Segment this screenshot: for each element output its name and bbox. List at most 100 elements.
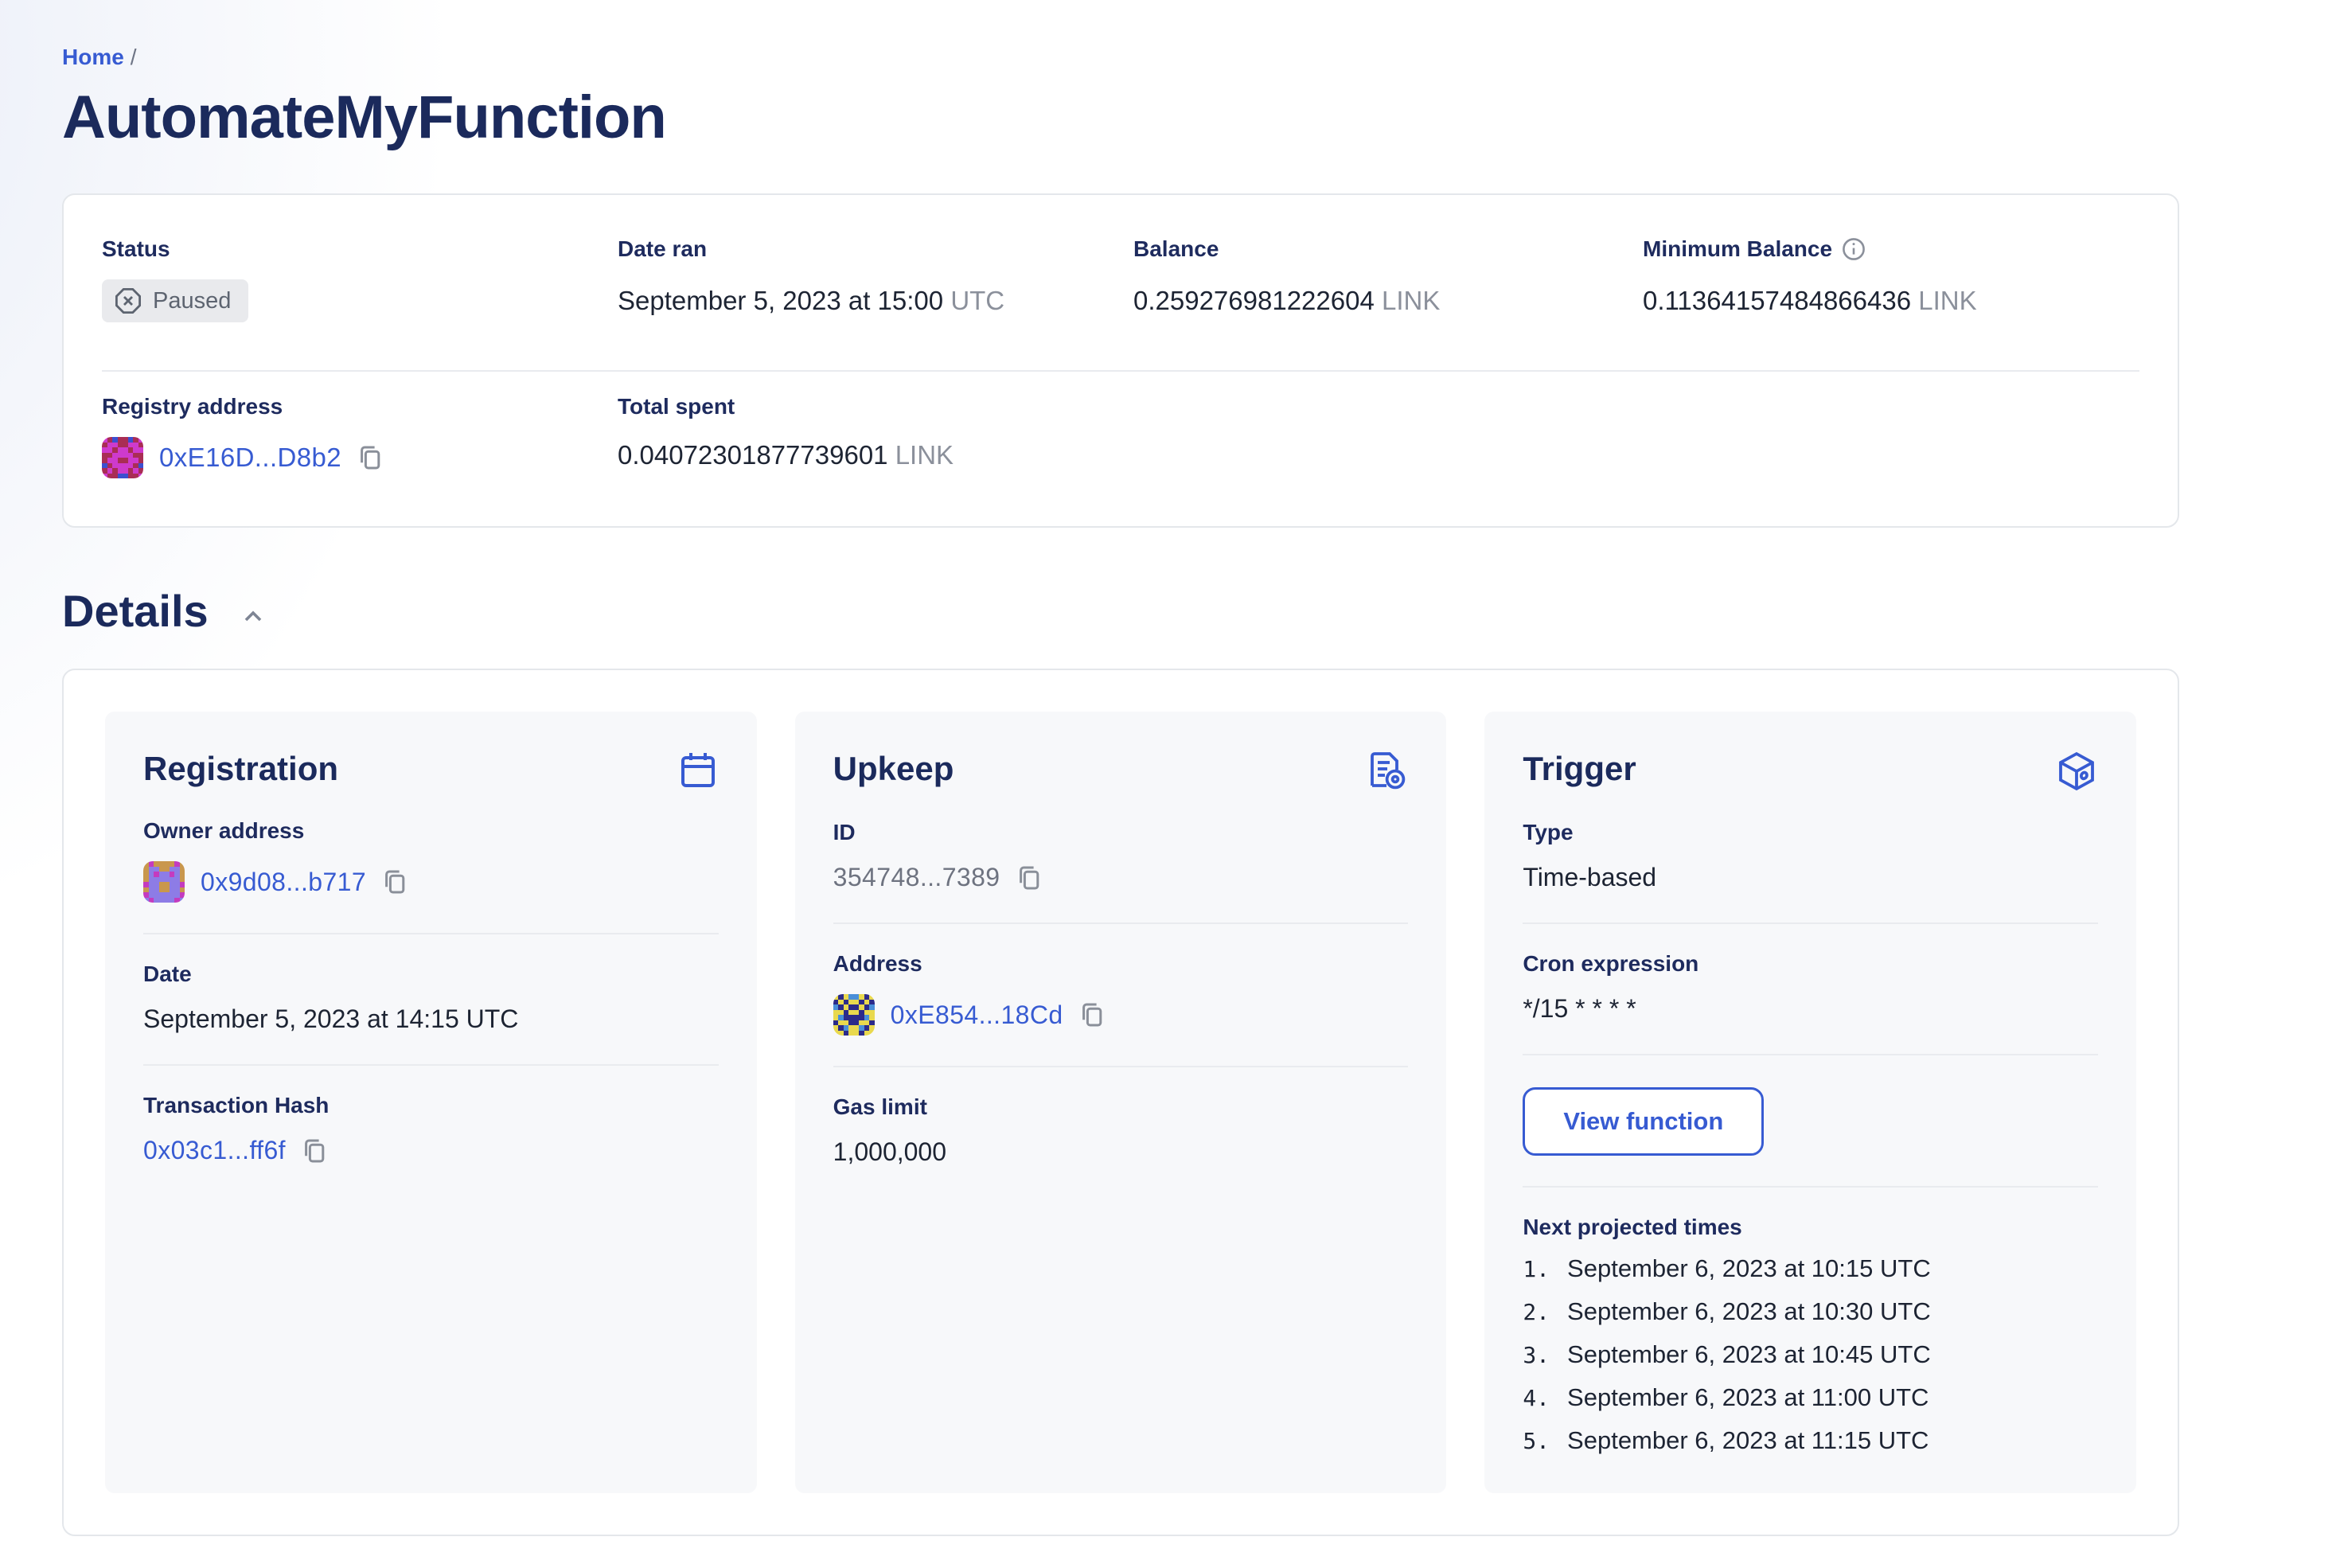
projected-time-item: 3. September 6, 2023 at 10:45 UTC xyxy=(1523,1340,2098,1369)
upkeep-divider-1 xyxy=(833,922,1409,924)
min-balance-unit: LINK xyxy=(1918,286,1977,315)
details-cards: Registration Owner address xyxy=(105,712,2136,1493)
projected-time-number: 4. xyxy=(1523,1385,1550,1411)
details-heading: Details xyxy=(62,586,209,636)
chevron-up-icon[interactable] xyxy=(237,603,269,629)
owner-address-label: Owner address xyxy=(143,818,305,843)
upkeep-card-header: Upkeep xyxy=(833,750,1409,793)
summary-divider xyxy=(102,370,2139,372)
owner-address-row: 0x9d08...b717 xyxy=(143,861,719,903)
transaction-hash-link[interactable]: 0x03c1...ff6f xyxy=(143,1136,286,1164)
page-title: AutomateMyFunction xyxy=(62,84,667,151)
upkeep-address-field: Address 0xE854...18Cd xyxy=(833,951,1409,1036)
trigger-type-label: Type xyxy=(1523,820,1574,844)
upkeep-divider-2 xyxy=(833,1066,1409,1067)
gas-limit-value: 1,000,000 xyxy=(833,1137,947,1166)
trigger-type-field: Type Time-based xyxy=(1523,820,2098,892)
projected-time-item: 5. September 6, 2023 at 11:15 UTC xyxy=(1523,1426,2098,1455)
upkeep-address-label: Address xyxy=(833,951,922,976)
summary-row-2: Registry address 0xE16D...D8b2 Total spe… xyxy=(102,394,2139,478)
next-projected-times-list: 1. September 6, 2023 at 10:15 UTC 2. Septem… xyxy=(1523,1254,2098,1455)
balance-amount: 0.259276981222604 xyxy=(1133,286,1375,315)
cube-icon xyxy=(2055,750,2098,793)
date-ran-datetime: September 5, 2023 at 15:00 xyxy=(618,286,944,315)
status-badge-text: Paused xyxy=(153,287,232,314)
min-balance-label: Minimum Balance xyxy=(1643,236,2139,262)
registry-address-row: 0xE16D...D8b2 xyxy=(102,437,618,478)
cron-expression-field: Cron expression */15 * * * * xyxy=(1523,951,2098,1024)
total-spent-cell: Total spent 0.04072301877739601 LINK xyxy=(618,394,1133,478)
status-badge: Paused xyxy=(102,279,249,322)
projected-time-item: 4. September 6, 2023 at 11:00 UTC xyxy=(1523,1383,2098,1412)
projected-time-text: September 6, 2023 at 11:00 UTC xyxy=(1567,1383,1929,1411)
trigger-card-header: Trigger xyxy=(1523,750,2098,793)
upkeep-address-link[interactable]: 0xE854...18Cd xyxy=(890,1000,1063,1029)
registration-date-field: Date September 5, 2023 at 14:15 UTC xyxy=(143,961,719,1034)
next-projected-times-label: Next projected times xyxy=(1523,1215,1742,1239)
upkeep-title: Upkeep xyxy=(833,750,954,787)
copy-icon[interactable] xyxy=(1079,1001,1105,1028)
balance-unit: LINK xyxy=(1382,286,1441,315)
registration-date-label: Date xyxy=(143,961,192,986)
info-icon[interactable] xyxy=(1842,237,1866,261)
min-balance-amount: 0.11364157484866436 xyxy=(1643,286,1912,315)
upkeep-id-row: 354748...7389 xyxy=(833,863,1409,892)
upkeep-address-identicon xyxy=(833,994,875,1036)
min-balance-cell: Minimum Balance 0.11364157484866436 LINK xyxy=(1643,236,2139,322)
total-spent-amount: 0.04072301877739601 xyxy=(618,440,888,470)
projected-time-item: 2. September 6, 2023 at 10:30 UTC xyxy=(1523,1297,2098,1326)
transaction-hash-label: Transaction Hash xyxy=(143,1093,330,1117)
registration-card-header: Registration xyxy=(143,750,719,791)
breadcrumb-separator: / xyxy=(130,45,137,69)
copy-icon[interactable] xyxy=(357,444,383,471)
gas-limit-label: Gas limit xyxy=(833,1094,927,1119)
view-function-button[interactable]: View function xyxy=(1523,1087,1765,1156)
owner-address-field: Owner address 0x9d08...b717 xyxy=(143,818,719,903)
summary-row-1: Status Paused Date ran September 5, 2023… xyxy=(102,236,2139,322)
projected-time-number: 3. xyxy=(1523,1342,1550,1368)
projected-time-number: 1. xyxy=(1523,1256,1550,1282)
trigger-divider-3 xyxy=(1523,1186,2098,1188)
document-gear-icon xyxy=(1365,750,1408,793)
upkeep-address-row: 0xE854...18Cd xyxy=(833,994,1409,1036)
trigger-divider-2 xyxy=(1523,1054,2098,1055)
gas-limit-field: Gas limit 1,000,000 xyxy=(833,1094,1409,1167)
summary-card: Status Paused Date ran September 5, 2023… xyxy=(62,193,2179,528)
trigger-type-value: Time-based xyxy=(1523,863,1657,891)
status-cell: Status Paused xyxy=(102,236,618,322)
registry-identicon xyxy=(102,437,143,478)
copy-icon[interactable] xyxy=(302,1137,327,1164)
balance-value: 0.259276981222604 LINK xyxy=(1133,286,1643,316)
details-header: Details xyxy=(62,585,2260,637)
copy-icon[interactable] xyxy=(382,868,408,895)
projected-time-number: 5. xyxy=(1523,1428,1550,1454)
trigger-card: Trigger Type Time-based xyxy=(1484,712,2136,1493)
registry-address-link[interactable]: 0xE16D...D8b2 xyxy=(159,443,341,472)
owner-address-link[interactable]: 0x9d08...b717 xyxy=(201,867,367,896)
upkeep-id-field: ID 354748...7389 xyxy=(833,820,1409,892)
calendar-icon xyxy=(677,750,719,791)
registration-title: Registration xyxy=(143,750,339,787)
balance-cell: Balance 0.259276981222604 LINK xyxy=(1133,236,1643,322)
details-panel: Registration Owner address xyxy=(62,669,2179,1536)
total-spent-label: Total spent xyxy=(618,394,735,419)
upkeep-id-value: 354748...7389 xyxy=(833,863,1000,891)
date-ran-cell: Date ran September 5, 2023 at 15:00 UTC xyxy=(618,236,1133,322)
projected-time-text: September 6, 2023 at 10:30 UTC xyxy=(1567,1297,1931,1325)
min-balance-value: 0.11364157484866436 LINK xyxy=(1643,286,2139,316)
transaction-hash-row: 0x03c1...ff6f xyxy=(143,1136,719,1165)
projected-time-text: September 6, 2023 at 11:15 UTC xyxy=(1567,1426,1929,1454)
total-spent-unit: LINK xyxy=(895,440,954,470)
registration-date-value: September 5, 2023 at 14:15 UTC xyxy=(143,1004,519,1033)
owner-identicon xyxy=(143,861,185,903)
breadcrumb-home-link[interactable]: Home xyxy=(62,45,124,69)
min-balance-label-text: Minimum Balance xyxy=(1643,236,1833,261)
projected-time-text: September 6, 2023 at 10:45 UTC xyxy=(1567,1340,1931,1368)
cron-expression-label: Cron expression xyxy=(1523,951,1699,976)
octagon-x-icon xyxy=(115,287,142,314)
date-ran-value: September 5, 2023 at 15:00 UTC xyxy=(618,286,1133,316)
date-ran-timezone: UTC xyxy=(950,286,1005,315)
cron-expression-value: */15 * * * * xyxy=(1523,994,1636,1023)
copy-icon[interactable] xyxy=(1016,864,1042,891)
